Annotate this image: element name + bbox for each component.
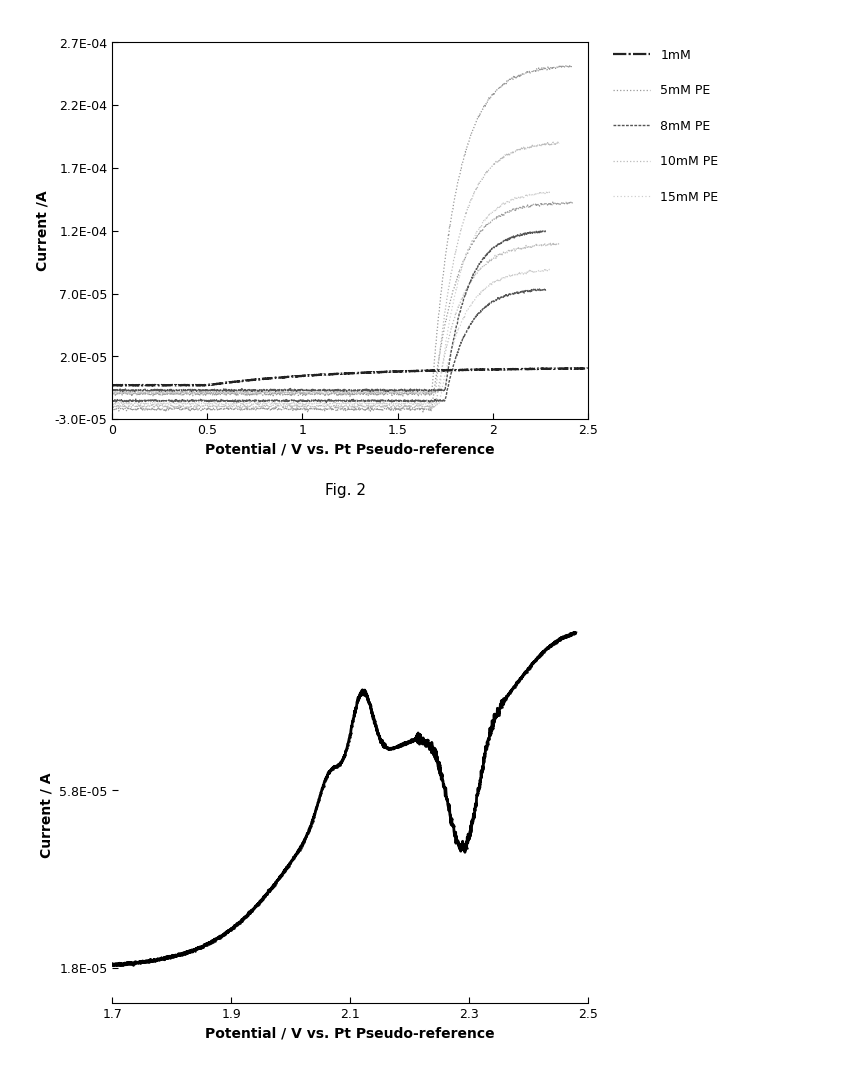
Legend: 1mM, 5mM PE, 8mM PE, 10mM PE, 15mM PE: 1mM, 5mM PE, 8mM PE, 10mM PE, 15mM PE	[613, 49, 718, 204]
X-axis label: Potential / V vs. Pt Pseudo-reference: Potential / V vs. Pt Pseudo-reference	[205, 443, 495, 457]
Y-axis label: Current /A: Current /A	[35, 191, 49, 271]
Text: Fig. 2: Fig. 2	[325, 483, 366, 498]
Y-axis label: Current / A: Current / A	[40, 771, 54, 858]
X-axis label: Potential / V vs. Pt Pseudo-reference: Potential / V vs. Pt Pseudo-reference	[205, 1026, 495, 1040]
